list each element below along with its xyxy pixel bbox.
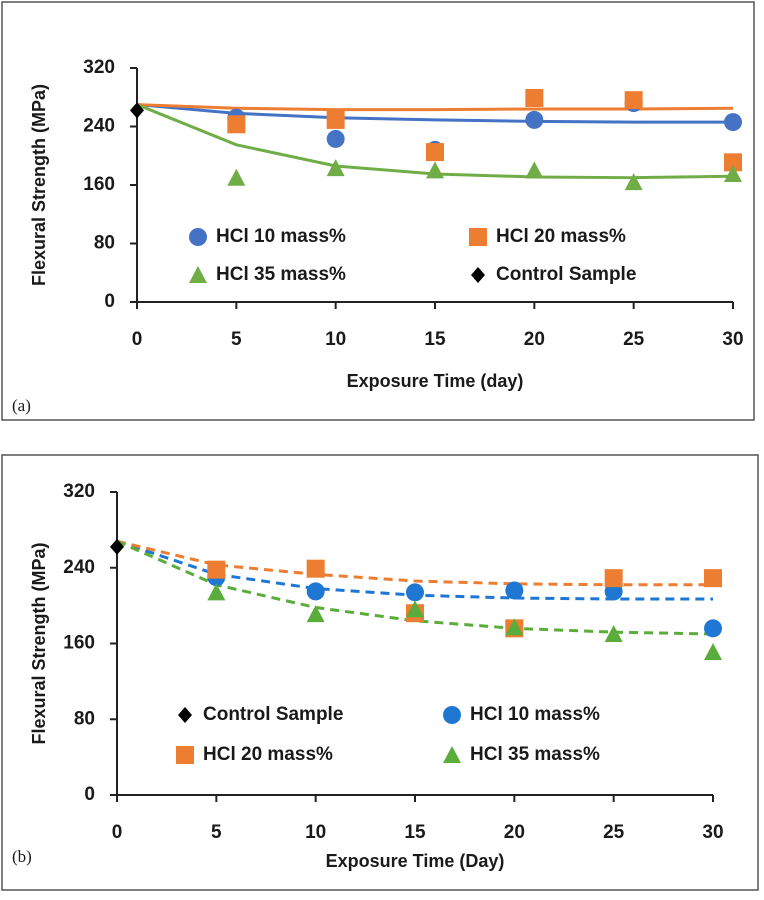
legend-label: HCl 35 mass% xyxy=(470,744,600,765)
panel-frame xyxy=(1,454,759,891)
y-tick-label: 160 xyxy=(63,633,95,654)
legend-marker xyxy=(469,228,487,246)
data-point xyxy=(326,110,345,129)
legend-label: HCl 20 mass% xyxy=(496,226,626,247)
data-point xyxy=(505,618,524,636)
data-point xyxy=(306,559,325,578)
data-point xyxy=(604,569,623,588)
legend-marker xyxy=(176,746,194,764)
x-tick-label: 30 xyxy=(722,329,743,350)
x-tick-label: 10 xyxy=(305,822,326,843)
data-point xyxy=(426,161,444,179)
x-tick-label: 0 xyxy=(132,329,143,350)
data-point xyxy=(624,173,643,191)
data-point xyxy=(306,605,325,623)
y-tick-label: 80 xyxy=(94,233,115,254)
x-tick-label: 10 xyxy=(325,329,346,350)
x-tick-label: 25 xyxy=(623,329,645,350)
legend-label: Control Sample xyxy=(203,704,343,725)
data-point xyxy=(704,643,722,661)
data-point xyxy=(604,625,623,643)
x-tick-label: 30 xyxy=(702,822,723,843)
panel-frame xyxy=(1,1,755,421)
legend-marker xyxy=(443,746,461,763)
y-tick-label: 240 xyxy=(63,557,95,578)
x-tick-label: 20 xyxy=(524,329,545,350)
data-point xyxy=(130,102,144,119)
data-point xyxy=(724,165,742,183)
data-point xyxy=(525,161,544,179)
data-point xyxy=(110,538,124,555)
y-tick-label: 160 xyxy=(83,174,115,195)
fit-line xyxy=(116,539,713,587)
legend-marker xyxy=(178,707,192,723)
x-tick-label: 20 xyxy=(504,822,525,843)
y-axis-title: Flexural Strength (MPa) xyxy=(29,542,49,744)
data-point xyxy=(406,600,424,618)
y-tick-label: 320 xyxy=(63,481,95,502)
fit-line xyxy=(136,103,734,112)
data-point xyxy=(525,88,544,107)
data-point xyxy=(724,153,742,172)
legend-label: HCl 10 mass% xyxy=(216,226,346,247)
legend-marker xyxy=(189,228,207,246)
data-point xyxy=(426,143,444,162)
panel-label: (a) xyxy=(12,396,31,415)
legend-label: HCl 20 mass% xyxy=(203,744,333,765)
legend-label: HCl 10 mass% xyxy=(470,704,600,725)
y-tick-label: 80 xyxy=(74,708,95,729)
legend-label: Control Sample xyxy=(496,264,636,285)
x-axis-title: Exposure Time (Day) xyxy=(326,851,505,871)
x-tick-label: 15 xyxy=(424,329,446,350)
legend-label: HCl 35 mass% xyxy=(216,264,346,285)
x-tick-label: 0 xyxy=(112,822,123,843)
y-tick-label: 320 xyxy=(83,57,115,78)
x-tick-label: 5 xyxy=(211,822,222,843)
legend-marker xyxy=(189,266,207,283)
x-tick-label: 25 xyxy=(603,822,625,843)
data-point xyxy=(624,91,643,110)
data-point xyxy=(704,569,722,588)
x-axis-title: Exposure Time (day) xyxy=(347,371,524,391)
data-point xyxy=(505,581,524,600)
data-point xyxy=(227,168,246,186)
y-tick-label: 240 xyxy=(83,116,115,137)
data-point xyxy=(326,129,345,148)
data-point xyxy=(326,159,345,177)
data-point xyxy=(406,583,424,602)
y-axis-title: Flexural Strength (MPa) xyxy=(29,84,49,286)
y-tick-label: 0 xyxy=(104,291,115,312)
data-point xyxy=(525,110,544,129)
panel-label: (b) xyxy=(12,847,32,866)
data-point xyxy=(724,113,742,132)
x-tick-label: 15 xyxy=(404,822,426,843)
y-tick-label: 0 xyxy=(84,784,95,805)
legend-marker xyxy=(471,267,485,283)
data-point xyxy=(704,619,722,638)
data-point xyxy=(227,115,246,134)
x-tick-label: 5 xyxy=(231,329,242,350)
data-point xyxy=(207,583,226,601)
legend-marker xyxy=(443,706,461,724)
data-point xyxy=(306,582,325,601)
data-point xyxy=(207,560,226,579)
